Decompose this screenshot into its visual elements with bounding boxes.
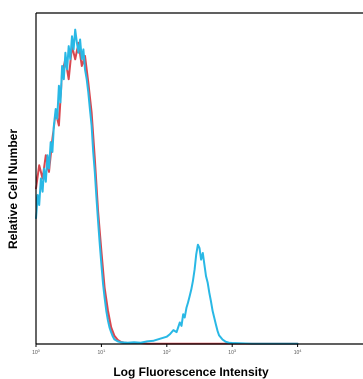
axes-layer	[35, 12, 363, 345]
series-line-2	[35, 28, 299, 345]
x-tick-label: 100	[32, 348, 41, 356]
ticks-layer: 100 101 102 103 104	[32, 344, 302, 356]
x-tick-label: 103	[228, 348, 237, 356]
plot-area	[36, 13, 363, 344]
x-axis-title: Log Fluorescence Intensity	[113, 365, 269, 379]
x-tick-label: 101	[98, 348, 107, 356]
plot-background	[36, 13, 363, 344]
x-tick-label: 102	[163, 348, 172, 356]
series-layer	[35, 28, 299, 345]
x-tick-label: 104	[294, 348, 303, 356]
y-axis-title: Relative Cell Number	[6, 129, 20, 249]
